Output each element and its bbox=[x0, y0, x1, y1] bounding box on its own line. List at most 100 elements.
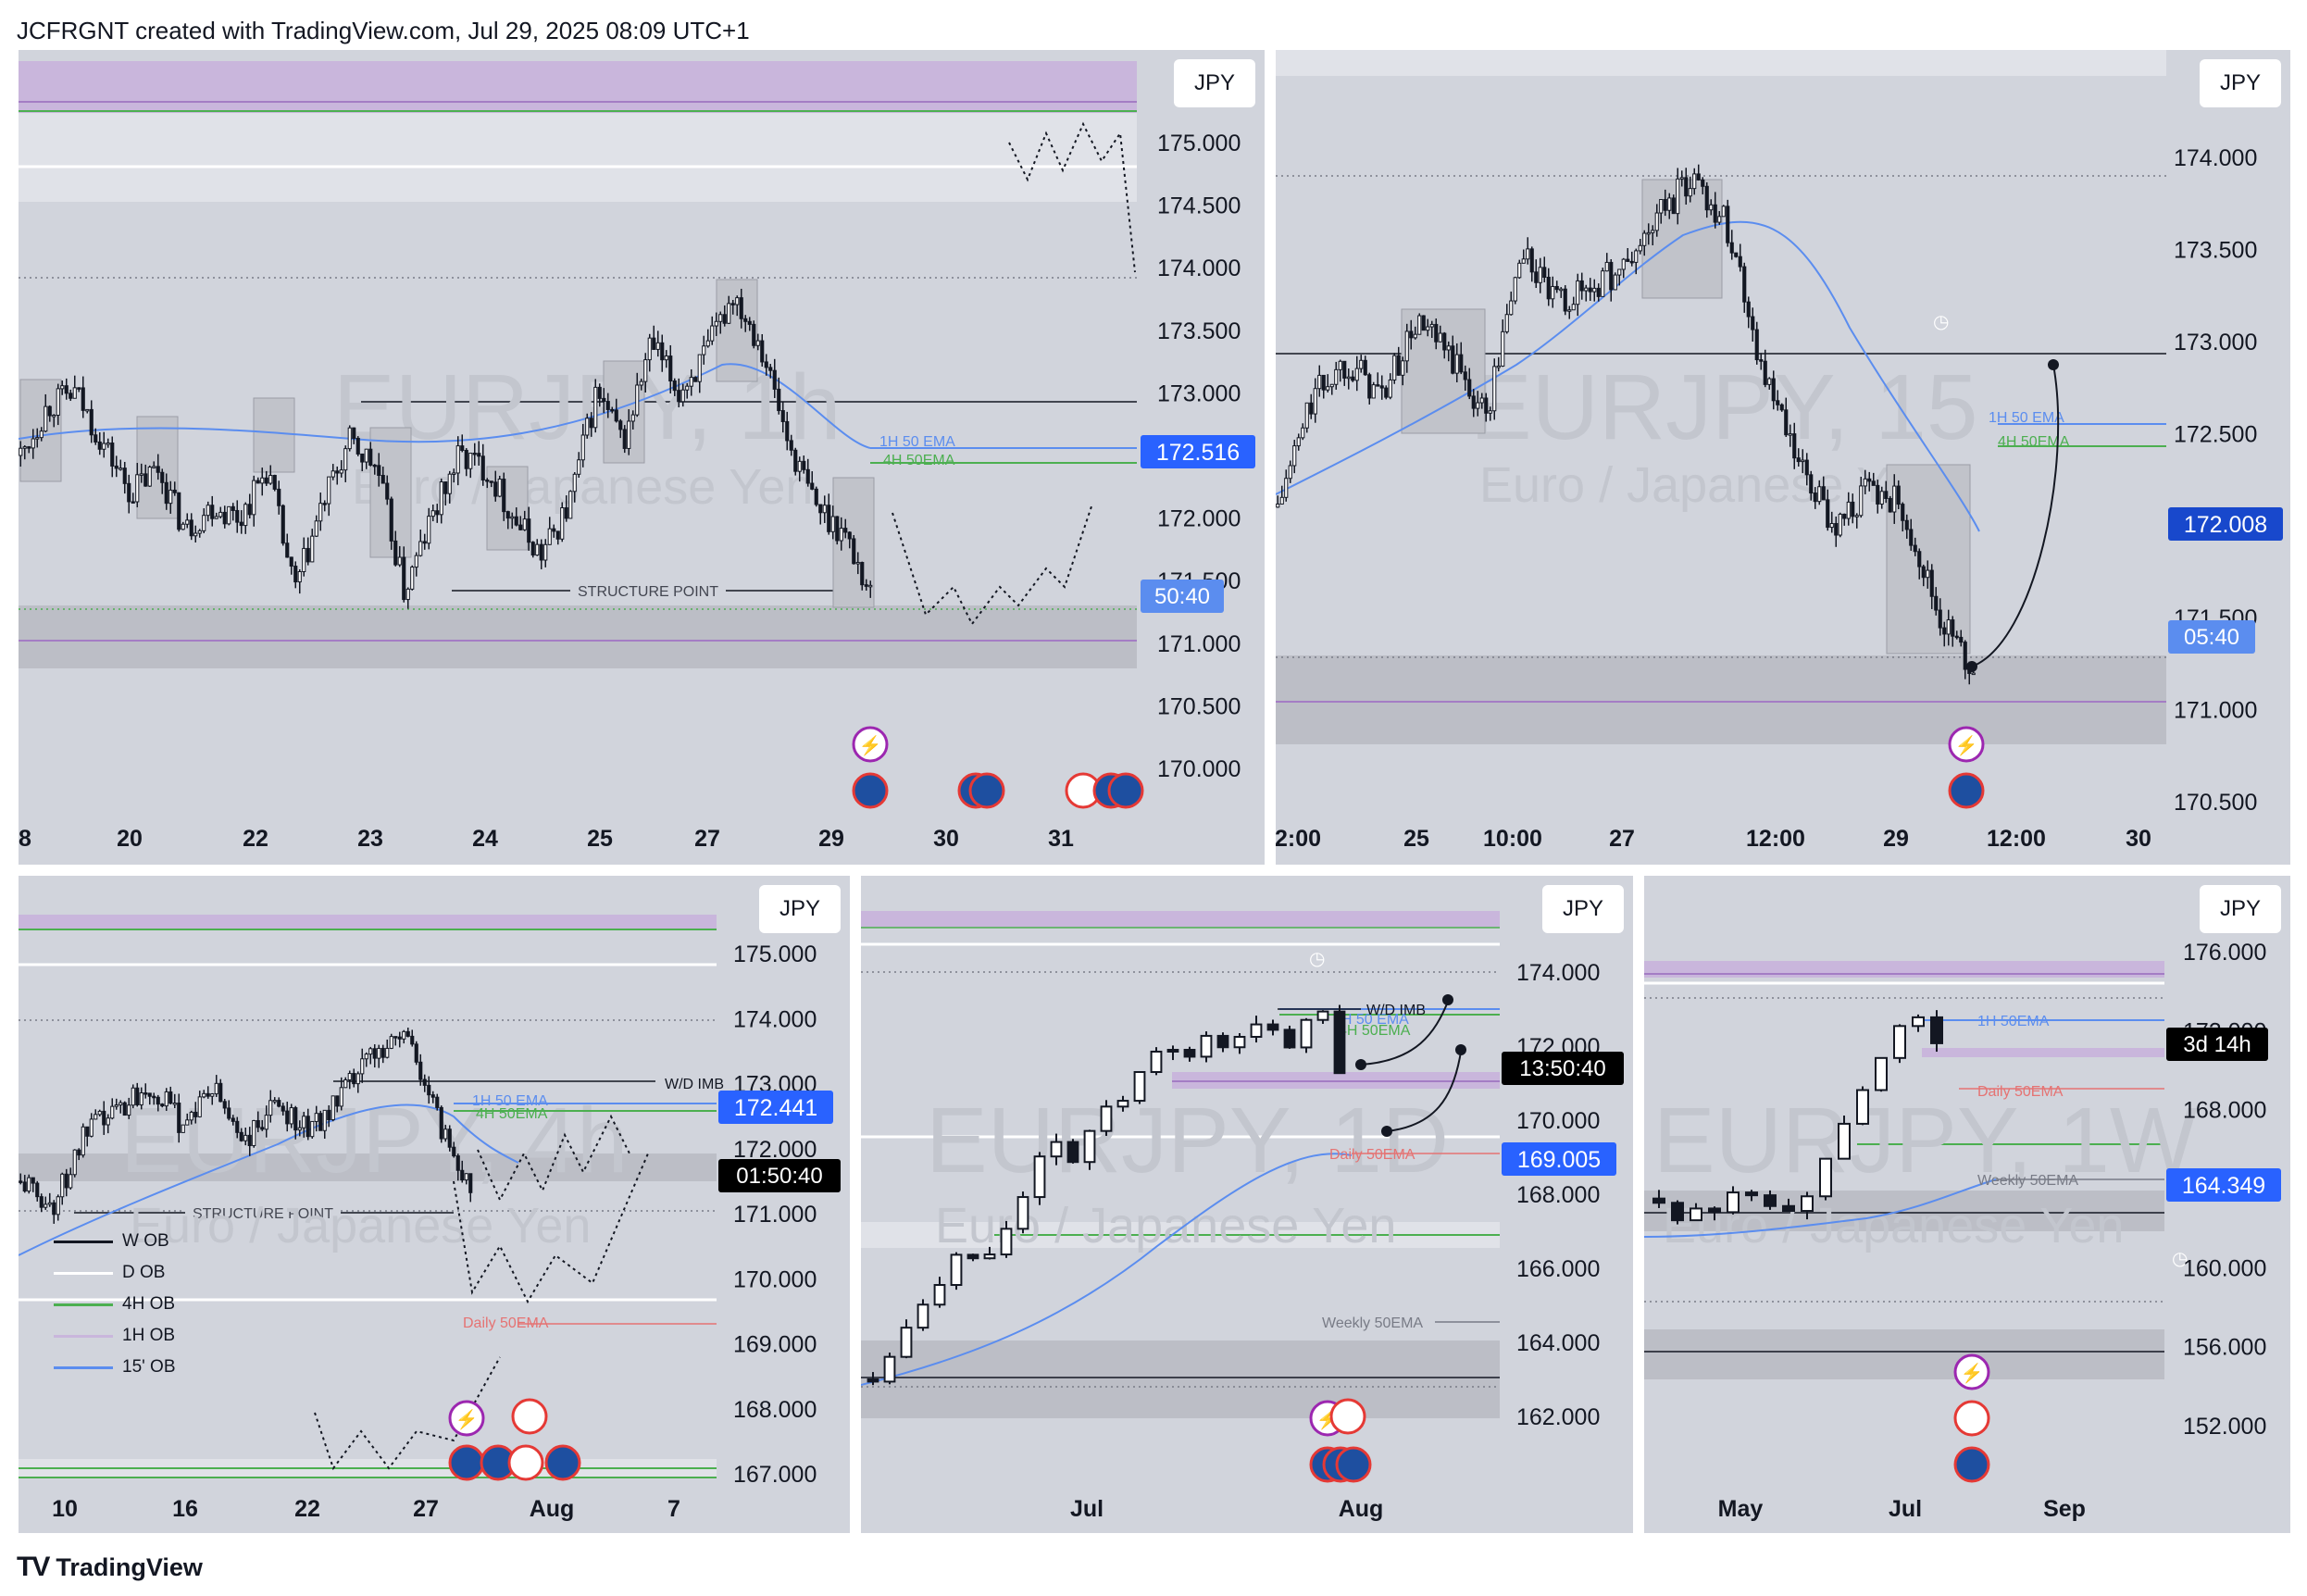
chart-panel-1w[interactable]: Daily 50EMA EURJPY, 1W Euro / Japanese Y… bbox=[1644, 876, 2290, 1533]
us-event-icon[interactable] bbox=[1953, 1400, 1990, 1437]
x-axis-1w[interactable]: May Jul Sep bbox=[1718, 1496, 2086, 1522]
candle-body bbox=[864, 584, 868, 587]
candle-body bbox=[1876, 484, 1880, 505]
candle-body bbox=[430, 1094, 435, 1098]
candle-body bbox=[1334, 368, 1339, 385]
candle-body bbox=[1688, 188, 1692, 197]
candle-body bbox=[900, 1327, 913, 1358]
candle-body bbox=[1667, 197, 1672, 211]
candle-body bbox=[118, 468, 123, 470]
event-lightning-icon[interactable] bbox=[852, 726, 889, 763]
chart-panel-4h[interactable]: W/D IMB Daily 50EMA STRUCTURE POINT EURJ… bbox=[19, 876, 850, 1533]
ob-zone bbox=[861, 911, 1500, 928]
candle-body bbox=[1821, 486, 1826, 501]
candle-body bbox=[235, 1120, 240, 1133]
candle-body bbox=[177, 1103, 181, 1133]
eu-flag-icon[interactable] bbox=[1948, 772, 1985, 809]
candle-body bbox=[1734, 252, 1739, 257]
eu-flag-icon[interactable] bbox=[968, 772, 1005, 809]
candle-body bbox=[1100, 1105, 1113, 1132]
countdown-bg bbox=[2166, 1028, 2268, 1061]
candle-body bbox=[152, 466, 156, 468]
candle-body bbox=[306, 547, 310, 563]
event-lightning-icon[interactable] bbox=[448, 1400, 485, 1437]
candle-body bbox=[110, 443, 115, 467]
us-event-icon[interactable] bbox=[511, 1398, 548, 1435]
candle-body bbox=[243, 504, 248, 527]
candle-body bbox=[822, 505, 827, 514]
candle-body bbox=[933, 1284, 946, 1306]
chart-panel-15m[interactable]: EURJPY, 15 Euro / Japanese Yen 1H 50 EMA… bbox=[1276, 50, 2290, 865]
eu-flag-icon[interactable] bbox=[448, 1444, 485, 1481]
candle-body bbox=[177, 492, 181, 530]
candle-body bbox=[1250, 1023, 1263, 1038]
candle-body bbox=[1392, 355, 1397, 380]
candle-body bbox=[680, 389, 685, 403]
projection-path bbox=[453, 1153, 649, 1304]
eu-flag-icon[interactable] bbox=[852, 772, 889, 809]
candle-body bbox=[1363, 359, 1367, 376]
currency-label[interactable]: JPY bbox=[2199, 59, 2281, 107]
ema-1h-label: 1H 50 EMA bbox=[1989, 410, 2064, 426]
candle-body bbox=[497, 479, 502, 497]
eu-flag-icon[interactable] bbox=[1335, 1446, 1372, 1483]
candle-body bbox=[610, 408, 615, 412]
currency-label[interactable]: JPY bbox=[758, 885, 841, 933]
candle-body bbox=[102, 1110, 106, 1126]
y-tick-label: 171.000 bbox=[1157, 631, 1241, 657]
candle-body bbox=[69, 393, 73, 399]
candle-body bbox=[389, 1036, 393, 1049]
price-label-bg bbox=[1141, 435, 1255, 468]
currency-label[interactable]: JPY bbox=[1541, 885, 1624, 933]
eu-flag-icon[interactable] bbox=[1107, 772, 1144, 809]
event-lightning-icon[interactable] bbox=[1953, 1353, 1990, 1390]
candle-body bbox=[393, 1036, 398, 1039]
x-axis-4h[interactable]: 10 16 22 27 Aug 7 bbox=[52, 1496, 680, 1522]
event-icons[interactable]: ⚡ bbox=[852, 726, 1144, 809]
y-axis-4h[interactable]: 175.000174.000173.000172.000171.000170.0… bbox=[733, 941, 817, 1488]
ob-box bbox=[253, 397, 295, 473]
tradingview-footer[interactable]: TV TradingView bbox=[17, 1552, 203, 1583]
candle-body bbox=[660, 342, 665, 361]
lightning-icon: ⚡ bbox=[455, 1408, 479, 1430]
y-axis-15m[interactable]: 174.000173.500173.000172.500172.000171.5… bbox=[2174, 145, 2257, 816]
lightning-icon: ⚡ bbox=[1955, 734, 1978, 756]
eu-flag-icon[interactable] bbox=[1953, 1446, 1990, 1483]
candle-body bbox=[1767, 378, 1772, 385]
x-axis-1h[interactable]: 18 20 22 23 24 25 27 29 30 31 bbox=[19, 826, 1074, 852]
currency-label[interactable]: JPY bbox=[2199, 885, 2281, 933]
candle-body bbox=[647, 337, 652, 361]
chart-panel-1d[interactable]: Weekly 50EMA EURJPY, 1D Euro / Japanese … bbox=[861, 876, 1633, 1533]
candle-body bbox=[835, 516, 840, 542]
x-axis-1d[interactable]: Jul Aug bbox=[1070, 1496, 1383, 1522]
candle-body bbox=[85, 408, 90, 412]
chart-panel-1h[interactable]: STRUCTURE POINT EURJPY, 1h Euro / Japane… bbox=[19, 50, 1265, 865]
legend-item: 1H OB bbox=[54, 1320, 176, 1352]
candle-body bbox=[368, 1048, 373, 1055]
candle-body bbox=[389, 498, 393, 542]
x-tick-label: 25 bbox=[1403, 826, 1429, 852]
price-label: 164.349 bbox=[2182, 1173, 2265, 1199]
candle-body bbox=[852, 538, 856, 565]
candle-body bbox=[281, 1105, 285, 1112]
us-event-icon[interactable] bbox=[1329, 1398, 1366, 1435]
candle-body bbox=[618, 420, 623, 430]
candles-4h bbox=[19, 1028, 473, 1224]
candle-body bbox=[318, 503, 323, 522]
candle-body bbox=[410, 567, 415, 590]
event-lightning-icon[interactable] bbox=[1948, 726, 1985, 763]
candle-body bbox=[630, 414, 635, 422]
candle-body bbox=[160, 1103, 165, 1107]
us-event-icon[interactable] bbox=[507, 1444, 544, 1481]
candle-body bbox=[1646, 231, 1651, 235]
candle-body bbox=[1913, 544, 1917, 553]
watermark-symbol: EURJPY, 4h bbox=[120, 1089, 628, 1192]
y-axis-1d[interactable]: 174.000172.000170.000168.000166.000164.0… bbox=[1516, 960, 1600, 1430]
x-axis-15m[interactable]: 2:00 25 10:00 27 12:00 29 12:00 30 bbox=[1276, 826, 2151, 852]
currency-label[interactable]: JPY bbox=[1173, 59, 1255, 107]
candle-body bbox=[72, 387, 77, 399]
x-tick-label: 22 bbox=[294, 1496, 320, 1522]
candle-body bbox=[293, 566, 298, 583]
eu-flag-icon[interactable] bbox=[544, 1444, 581, 1481]
candle-body bbox=[1301, 427, 1305, 439]
